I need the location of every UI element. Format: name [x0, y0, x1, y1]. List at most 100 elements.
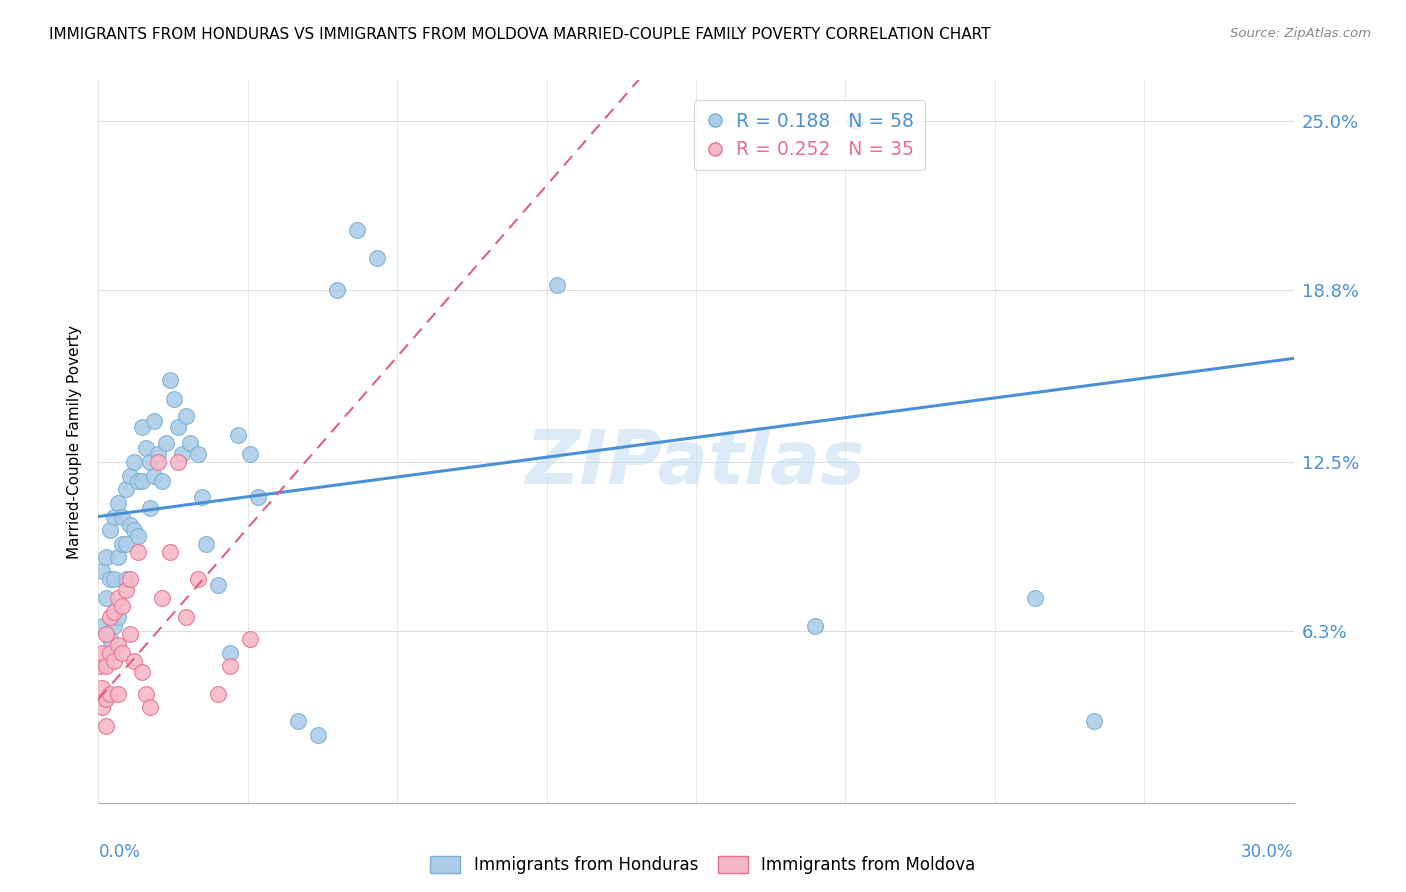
Point	[96, 550, 118, 565]
Point	[135, 442, 157, 456]
Point	[98, 632, 122, 647]
Point	[96, 626, 118, 640]
Point	[107, 638, 129, 652]
Point	[159, 545, 181, 559]
Point	[131, 419, 153, 434]
Point	[187, 447, 209, 461]
Point	[91, 618, 114, 632]
Point	[546, 277, 568, 292]
Point	[96, 719, 118, 733]
Point	[174, 409, 197, 423]
Point	[804, 618, 827, 632]
Point	[207, 687, 229, 701]
Point	[124, 654, 146, 668]
Point	[226, 427, 249, 442]
Point	[844, 114, 866, 128]
Point	[246, 491, 269, 505]
Point	[207, 577, 229, 591]
Y-axis label: Married-Couple Family Poverty: Married-Couple Family Poverty	[67, 325, 83, 558]
Point	[98, 646, 122, 660]
Point	[1083, 714, 1105, 728]
Point	[91, 564, 114, 578]
Point	[139, 455, 162, 469]
Point	[111, 509, 134, 524]
Point	[239, 447, 262, 461]
Point	[98, 523, 122, 537]
Text: 30.0%: 30.0%	[1241, 843, 1294, 861]
Point	[120, 626, 142, 640]
Point	[135, 687, 157, 701]
Point	[179, 436, 201, 450]
Point	[103, 618, 125, 632]
Point	[139, 501, 162, 516]
Point	[107, 687, 129, 701]
Point	[219, 646, 242, 660]
Point	[103, 572, 125, 586]
Point	[131, 474, 153, 488]
Point	[98, 687, 122, 701]
Point	[139, 700, 162, 714]
Point	[107, 550, 129, 565]
Point	[115, 537, 138, 551]
Point	[239, 632, 262, 647]
Point	[115, 572, 138, 586]
Point	[98, 572, 122, 586]
Point	[148, 447, 170, 461]
Text: ZIPatlas: ZIPatlas	[526, 426, 866, 500]
Point	[91, 700, 114, 714]
Point	[107, 610, 129, 624]
Point	[91, 646, 114, 660]
Point	[120, 517, 142, 532]
Legend: R = 0.188   N = 58, R = 0.252   N = 35: R = 0.188 N = 58, R = 0.252 N = 35	[695, 101, 925, 170]
Text: 0.0%: 0.0%	[98, 843, 141, 861]
Point	[124, 455, 146, 469]
Legend: Immigrants from Honduras, Immigrants from Moldova: Immigrants from Honduras, Immigrants fro…	[426, 851, 980, 880]
Point	[131, 665, 153, 679]
Point	[96, 591, 118, 606]
Point	[195, 537, 218, 551]
Point	[174, 610, 197, 624]
Point	[111, 537, 134, 551]
Point	[98, 610, 122, 624]
Point	[124, 523, 146, 537]
Point	[103, 605, 125, 619]
Point	[111, 646, 134, 660]
Point	[115, 583, 138, 598]
Point	[163, 392, 186, 407]
Point	[187, 572, 209, 586]
Text: IMMIGRANTS FROM HONDURAS VS IMMIGRANTS FROM MOLDOVA MARRIED-COUPLE FAMILY POVERT: IMMIGRANTS FROM HONDURAS VS IMMIGRANTS F…	[49, 27, 991, 42]
Point	[366, 251, 388, 265]
Point	[1024, 591, 1046, 606]
Point	[172, 447, 194, 461]
Point	[107, 496, 129, 510]
Point	[143, 414, 166, 428]
Point	[115, 482, 138, 496]
Point	[127, 474, 149, 488]
Text: Source: ZipAtlas.com: Source: ZipAtlas.com	[1230, 27, 1371, 40]
Point	[107, 591, 129, 606]
Point	[111, 599, 134, 614]
Point	[150, 474, 173, 488]
Point	[287, 714, 309, 728]
Point	[191, 491, 214, 505]
Point	[143, 468, 166, 483]
Point	[96, 692, 118, 706]
Point	[127, 528, 149, 542]
Point	[150, 591, 173, 606]
Point	[120, 468, 142, 483]
Point	[159, 373, 181, 387]
Point	[91, 681, 114, 696]
Point	[307, 728, 329, 742]
Point	[167, 419, 190, 434]
Point	[167, 455, 190, 469]
Point	[103, 509, 125, 524]
Point	[219, 659, 242, 673]
Point	[148, 455, 170, 469]
Point	[346, 223, 368, 237]
Point	[89, 659, 111, 673]
Point	[103, 654, 125, 668]
Point	[326, 283, 349, 297]
Point	[127, 545, 149, 559]
Point	[155, 436, 177, 450]
Point	[120, 572, 142, 586]
